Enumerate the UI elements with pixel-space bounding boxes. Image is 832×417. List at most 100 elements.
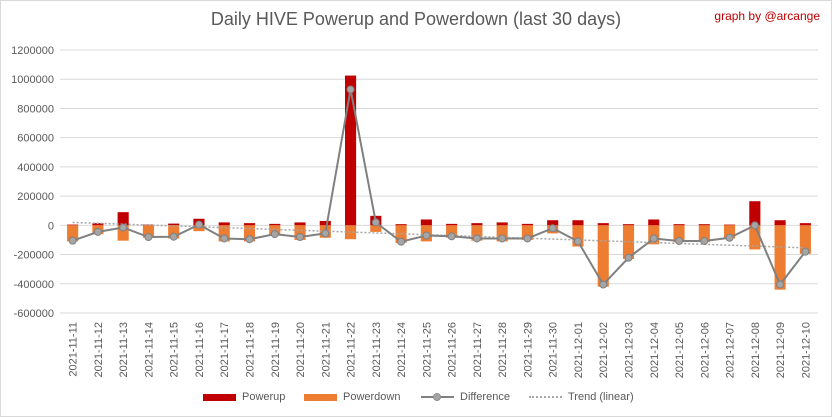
x-tick-label: 2021-12-09	[775, 322, 787, 378]
difference-point	[447, 232, 456, 241]
powerup-bar	[724, 224, 736, 226]
powerup-bar	[648, 219, 660, 226]
y-tick-label: 1200000	[11, 45, 54, 57]
powerup-bar	[496, 222, 508, 226]
x-tick-label: 2021-11-11	[68, 322, 80, 377]
powerdown-bar	[370, 225, 382, 232]
powerdown-bar	[294, 225, 306, 240]
x-tick-label: 2021-12-05	[674, 322, 686, 378]
x-tick-label: 2021-11-30	[548, 322, 560, 377]
difference-point	[321, 229, 330, 238]
difference-point	[599, 280, 608, 289]
chart-legend: Powerup Powerdown Difference Trend (line…	[0, 389, 832, 405]
difference-point	[472, 234, 481, 243]
x-tick-label: 2021-12-02	[598, 322, 610, 378]
powerup-bar	[294, 222, 306, 226]
x-tick-label: 2021-11-22	[346, 322, 358, 377]
powerdown-bar	[496, 225, 508, 242]
credit-label: graph by @arcange	[714, 9, 820, 23]
powerup-bar	[673, 224, 685, 226]
powerup-bar	[471, 223, 483, 226]
x-tick-label: 2021-11-12	[93, 322, 105, 377]
difference-swatch	[421, 392, 454, 402]
powerdown-bar	[724, 225, 736, 239]
difference-point	[750, 221, 759, 230]
powerup-bar	[67, 224, 79, 226]
legend-trend-label: Trend (linear)	[568, 391, 634, 403]
powerup-bar	[395, 224, 407, 226]
y-tick-label: 200000	[17, 191, 54, 203]
difference-point	[144, 233, 153, 242]
x-tick-label: 2021-11-14	[143, 322, 155, 377]
powerup-bar	[774, 220, 786, 226]
powerup-bar	[597, 223, 609, 226]
x-tick-label: 2021-11-29	[522, 322, 534, 377]
powerdown-bar	[597, 225, 609, 287]
powerdown-bar	[117, 225, 129, 241]
legend-powerdown-label: Powerdown	[343, 391, 401, 403]
difference-point	[548, 224, 557, 233]
difference-point	[422, 231, 431, 240]
x-tick-label: 2021-11-27	[472, 322, 484, 377]
powerup-bar	[243, 223, 256, 226]
x-tick-label: 2021-11-19	[270, 322, 282, 377]
difference-point	[270, 230, 279, 239]
difference-line	[72, 89, 807, 287]
powerdown-bar	[698, 225, 710, 243]
legend-powerdown: Powerdown	[304, 389, 400, 405]
powerdown-bar	[471, 225, 483, 241]
difference-point	[725, 233, 734, 242]
powerup-bar	[622, 224, 635, 226]
powerdown-bar	[345, 225, 357, 240]
difference-point	[194, 220, 203, 229]
y-tick-label: -200000	[14, 250, 54, 262]
difference-point	[776, 280, 785, 289]
powerdown-bar	[446, 225, 458, 238]
legend-powerup-label: Powerup	[242, 391, 286, 403]
x-tick-label: 2021-11-26	[447, 322, 459, 377]
x-tick-label: 2021-11-24	[396, 322, 408, 377]
y-tick-label: 0	[48, 220, 54, 232]
powerup-bar	[319, 220, 331, 226]
powerdown-swatch	[304, 393, 337, 401]
y-tick-label: 400000	[17, 162, 54, 174]
powerup-bar	[547, 220, 559, 226]
powerup-bar	[420, 219, 432, 226]
powerup-bar	[749, 201, 761, 226]
x-tick-label: 2021-11-17	[219, 322, 231, 377]
powerup-bar	[168, 223, 180, 226]
difference-point	[649, 234, 658, 243]
difference-point	[573, 237, 582, 246]
powerdown-bar	[521, 225, 533, 240]
powerup-bar	[117, 212, 129, 226]
x-tick-label: 2021-11-23	[371, 322, 383, 377]
powerup-bar	[218, 222, 230, 226]
powerdown-bar	[168, 225, 180, 239]
x-tick-label: 2021-12-06	[699, 322, 711, 378]
x-tick-label: 2021-12-08	[750, 322, 762, 378]
y-tick-label: -600000	[14, 308, 54, 320]
x-tick-label: 2021-11-28	[497, 322, 509, 377]
powerdown-bar	[67, 225, 79, 242]
x-tick-label: 2021-12-10	[800, 322, 812, 378]
powerdown-bar	[218, 225, 230, 242]
powerup-bar	[572, 220, 584, 226]
powerdown-bar	[749, 225, 761, 250]
difference-point	[93, 227, 102, 236]
legend-trend: Trend (linear)	[529, 389, 634, 405]
powerup-bar	[521, 223, 533, 226]
difference-point	[700, 236, 709, 245]
difference-point	[245, 235, 254, 244]
y-tick-label: 800000	[17, 103, 54, 115]
powerup-bar	[269, 223, 281, 226]
difference-point	[801, 247, 810, 256]
difference-point	[675, 236, 684, 245]
x-tick-label: 2021-11-20	[295, 322, 307, 377]
difference-point	[220, 234, 229, 243]
difference-point	[624, 253, 633, 262]
difference-point	[371, 218, 380, 227]
difference-point	[119, 223, 128, 232]
x-tick-label: 2021-11-15	[169, 322, 181, 377]
powerup-bar	[92, 223, 104, 226]
